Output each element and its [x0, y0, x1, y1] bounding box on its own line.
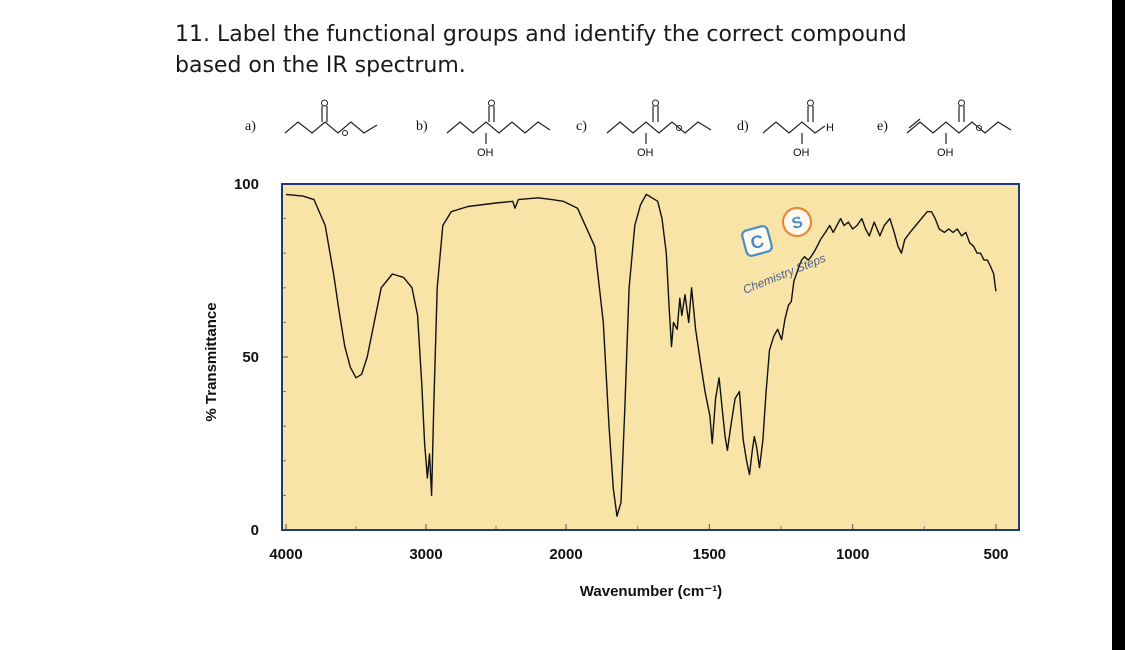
option-b-structure: OH — [446, 99, 551, 159]
option-d-oh-label: OH — [793, 147, 810, 159]
watermark-s-circle — [781, 206, 813, 238]
x-tick-label: 2000 — [549, 546, 582, 563]
option-d-label: d) — [737, 119, 749, 134]
y-tick-label: 50 — [242, 349, 259, 366]
plot-frame — [281, 183, 1020, 531]
option-a-oxygen — [321, 99, 328, 107]
option-a[interactable]: a) — [245, 99, 378, 136]
option-b-oxygen — [488, 99, 495, 107]
x-tick-label: 1000 — [836, 546, 869, 563]
option-c-oh-label: OH — [637, 147, 654, 159]
watermark-s-letter: S — [790, 214, 805, 233]
option-c-chain — [606, 121, 712, 134]
watermark-c-box — [741, 225, 773, 257]
option-d[interactable]: d) H OH — [737, 99, 834, 159]
x-tick-label: 4000 — [269, 546, 302, 563]
y-axis-ticks: 0 50 100 — [234, 176, 288, 539]
option-d-chain — [762, 121, 826, 134]
option-d-aldehyde-h: H — [826, 122, 834, 134]
option-e-structure: OH — [906, 99, 1012, 159]
option-c-ester-oxygen — [676, 125, 682, 131]
option-c[interactable]: c) OH — [576, 99, 712, 159]
option-b[interactable]: b) OH — [416, 99, 551, 159]
compound-options: a) b) OH — [245, 99, 1012, 159]
y-tick-label: 100 — [234, 176, 259, 193]
x-axis-title: Wavenumber (cm⁻¹) — [580, 583, 722, 600]
option-e-ester-oxygen — [976, 125, 982, 131]
question-title: 11. Label the functional groups and iden… — [175, 22, 907, 78]
option-a-label: a) — [245, 119, 256, 134]
option-e-oxygen — [958, 99, 965, 107]
y-axis-title: % Transmittance — [203, 302, 220, 421]
option-e-label: e) — [877, 119, 888, 134]
watermark-c-letter: C — [748, 231, 766, 254]
option-a-chain — [284, 121, 378, 134]
x-axis-ticks: 4000 3000 2000 1500 1000 500 — [269, 524, 1009, 563]
x-tick-label: 3000 — [409, 546, 442, 563]
option-e-alkene-bond — [908, 118, 921, 129]
option-a-structure — [284, 99, 378, 136]
option-b-chain — [446, 121, 551, 134]
option-e-chain — [906, 121, 1012, 134]
option-e-oh-label: OH — [937, 147, 954, 159]
option-c-oxygen — [652, 99, 659, 107]
option-b-label: b) — [416, 119, 428, 134]
option-d-structure: H OH — [762, 99, 834, 159]
option-e[interactable]: e) OH — [877, 99, 1012, 159]
x-tick-label: 1500 — [693, 546, 726, 563]
y-tick-label: 0 — [251, 522, 259, 539]
option-c-structure: OH — [606, 99, 712, 159]
option-d-oxygen — [807, 99, 814, 107]
option-b-oh-label: OH — [477, 147, 494, 159]
option-a-ester-oxygen — [342, 130, 348, 136]
ir-spectrum-line — [285, 193, 997, 517]
x-tick-label: 500 — [983, 546, 1008, 563]
option-c-label: c) — [576, 119, 587, 134]
plot-background — [282, 184, 1019, 530]
